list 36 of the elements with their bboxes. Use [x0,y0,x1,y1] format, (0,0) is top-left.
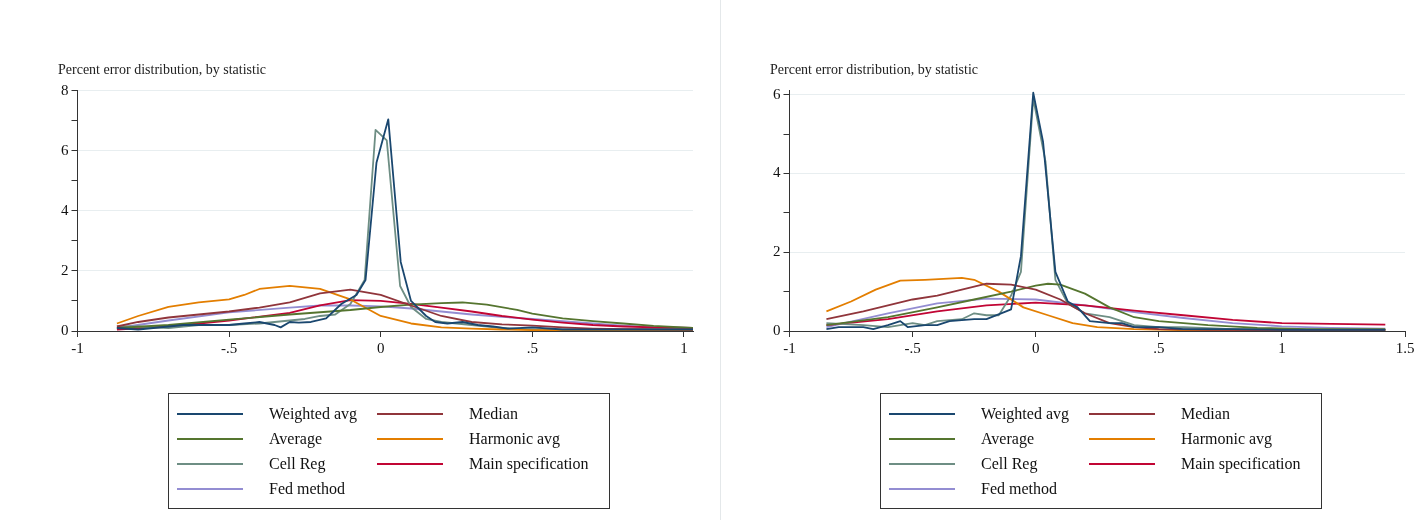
x-tick-label: -.5 [904,339,921,356]
chart-title: Percent error distribution, by statistic [770,62,979,78]
y-tick-label: 6 [773,85,781,102]
y-tick-label: 6 [61,141,69,158]
y-tick-label: 4 [773,164,781,181]
x-tick-label: 0 [1031,339,1040,356]
chart-title: Percent error distribution, by statistic [58,62,267,78]
x-tick-label: .5 [526,339,538,356]
legend-label: Average [981,429,1034,448]
legend-label: Harmonic avg [469,429,561,448]
x-tick-label: 1 [1278,339,1286,356]
x-tick-label: -1 [783,339,796,356]
legend-label: Fed method [269,479,345,498]
legend-label: Cell Reg [981,454,1038,473]
x-tick-label: -.5 [220,339,238,356]
legend-label: Weighted avg [981,404,1070,423]
y-tick-label: 2 [773,243,781,260]
legend-label: Median [469,404,518,423]
x-tick-label: .5 [1153,339,1165,356]
legend-label: Average [269,429,322,448]
y-tick-label: 2 [61,261,69,278]
x-tick-label: -1 [71,339,84,356]
legend-label: Main specification [1181,454,1301,473]
legend-label: Weighted avg [269,404,358,423]
legend-label: Median [1181,404,1230,423]
legend-label: Main specification [469,454,589,473]
y-tick-label: 0 [61,321,69,338]
legend-label: Harmonic avg [1181,429,1273,448]
y-tick-label: 0 [773,321,781,338]
y-tick-label: 4 [61,201,69,218]
x-tick-label: 1.5 [1395,339,1415,356]
legend-label: Cell Reg [269,454,326,473]
x-tick-label: 0 [376,339,385,356]
legend-label: Fed method [981,479,1057,498]
x-tick-label: 1 [680,339,688,356]
y-tick-label: 8 [61,81,69,98]
